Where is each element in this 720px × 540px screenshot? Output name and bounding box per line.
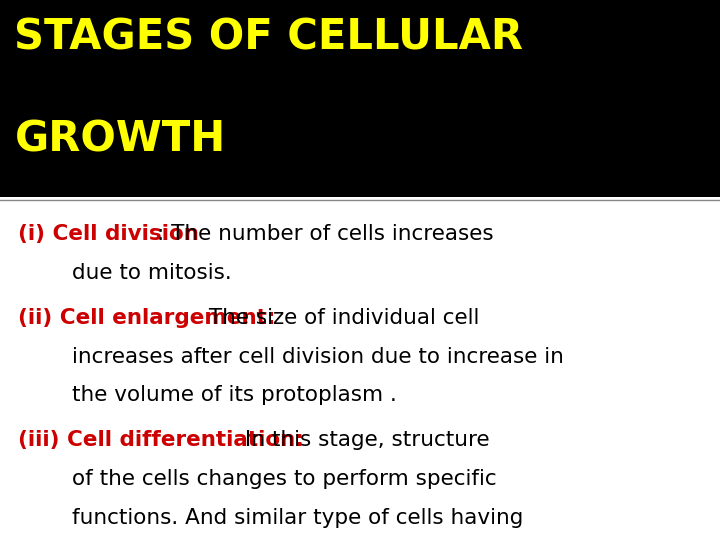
- Text: STAGES OF CELLULAR: STAGES OF CELLULAR: [14, 16, 523, 58]
- Text: the volume of its protoplasm .: the volume of its protoplasm .: [72, 386, 397, 406]
- Text: In this stage, structure: In this stage, structure: [238, 430, 489, 450]
- Text: due to mitosis.: due to mitosis.: [72, 263, 232, 283]
- Text: : The number of cells increases: : The number of cells increases: [157, 224, 494, 244]
- FancyBboxPatch shape: [0, 0, 720, 197]
- Text: (iii) Cell differentiation:: (iii) Cell differentiation:: [18, 430, 304, 450]
- Text: The size of individual cell: The size of individual cell: [202, 308, 479, 328]
- Text: increases after cell division due to increase in: increases after cell division due to inc…: [72, 347, 564, 367]
- Text: GROWTH: GROWTH: [14, 119, 225, 161]
- Text: of the cells changes to perform specific: of the cells changes to perform specific: [72, 469, 497, 489]
- Text: (ii) Cell enlargement:: (ii) Cell enlargement:: [18, 308, 275, 328]
- Text: (i) Cell division: (i) Cell division: [18, 224, 207, 244]
- Text: functions. And similar type of cells having: functions. And similar type of cells hav…: [72, 508, 523, 528]
